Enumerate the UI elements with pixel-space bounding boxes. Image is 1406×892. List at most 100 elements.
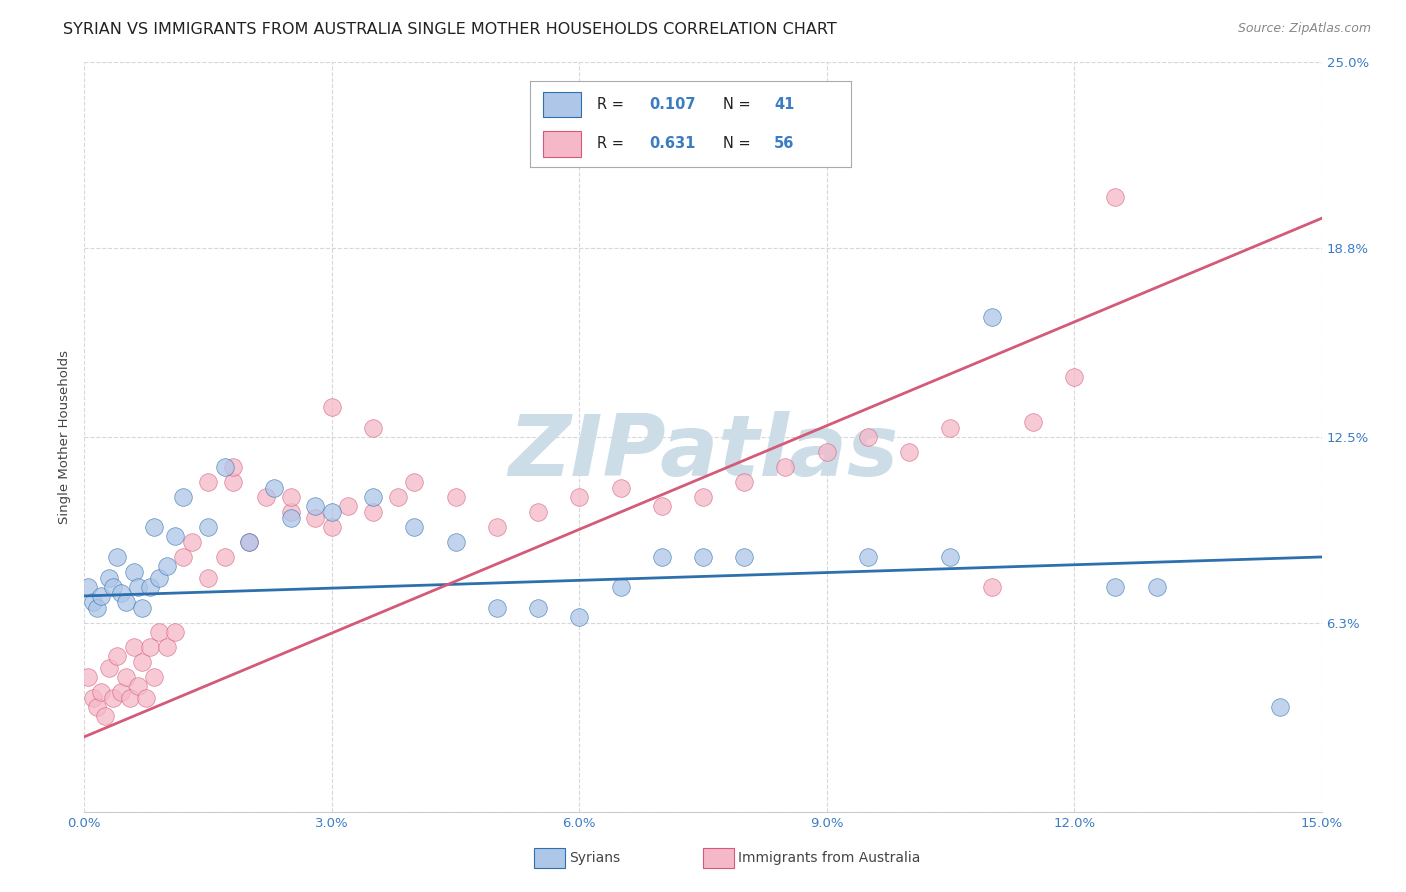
Point	[1104, 580, 1126, 594]
Point	[856, 430, 879, 444]
Point	[110, 586, 132, 600]
Point	[127, 580, 149, 594]
Point	[172, 549, 194, 564]
Point	[568, 490, 591, 504]
Point	[86, 601, 108, 615]
Point	[775, 460, 797, 475]
Point	[103, 690, 125, 705]
Point	[692, 490, 714, 504]
Point	[143, 520, 166, 534]
Point	[122, 565, 145, 579]
Point	[131, 601, 153, 615]
Point	[172, 490, 194, 504]
Point	[139, 640, 162, 654]
Point	[980, 580, 1002, 594]
Point	[238, 535, 260, 549]
Point	[77, 670, 100, 684]
Point	[485, 520, 508, 534]
Point	[1104, 190, 1126, 204]
Point	[568, 610, 591, 624]
Point	[263, 481, 285, 495]
Point	[165, 624, 187, 639]
Point	[733, 549, 755, 564]
Point	[856, 549, 879, 564]
Point	[98, 661, 121, 675]
Point	[156, 558, 179, 573]
Point	[1146, 580, 1168, 594]
Point	[148, 571, 170, 585]
Point	[122, 640, 145, 654]
Text: Syrians: Syrians	[569, 851, 620, 865]
Point	[609, 481, 631, 495]
Point	[387, 490, 409, 504]
Y-axis label: Single Mother Households: Single Mother Households	[58, 350, 72, 524]
Point	[148, 624, 170, 639]
Point	[238, 535, 260, 549]
Point	[156, 640, 179, 654]
Point	[214, 460, 236, 475]
Point	[131, 655, 153, 669]
Point	[90, 589, 112, 603]
Point	[444, 490, 467, 504]
Point	[114, 670, 136, 684]
Point	[214, 549, 236, 564]
Point	[939, 421, 962, 435]
Point	[114, 595, 136, 609]
Point	[361, 505, 384, 519]
Point	[321, 400, 343, 414]
Point	[139, 580, 162, 594]
Point	[143, 670, 166, 684]
Point	[280, 490, 302, 504]
Point	[939, 549, 962, 564]
Point	[321, 520, 343, 534]
Point	[404, 520, 426, 534]
Point	[280, 511, 302, 525]
Text: Immigrants from Australia: Immigrants from Australia	[738, 851, 921, 865]
Point	[361, 421, 384, 435]
Point	[361, 490, 384, 504]
Point	[898, 445, 921, 459]
Point	[815, 445, 838, 459]
Point	[165, 529, 187, 543]
Point	[105, 549, 128, 564]
Point	[180, 535, 202, 549]
Point	[1270, 699, 1292, 714]
Point	[404, 475, 426, 489]
Point	[337, 499, 360, 513]
Point	[94, 708, 117, 723]
Text: Source: ZipAtlas.com: Source: ZipAtlas.com	[1237, 22, 1371, 36]
Point	[527, 505, 550, 519]
Point	[651, 499, 673, 513]
Point	[90, 685, 112, 699]
Text: ZIPatlas: ZIPatlas	[508, 410, 898, 493]
Point	[527, 601, 550, 615]
Point	[103, 580, 125, 594]
Point	[692, 549, 714, 564]
Point	[135, 690, 157, 705]
Point	[222, 460, 245, 475]
Point	[1063, 370, 1085, 384]
Point	[609, 580, 631, 594]
Point	[1022, 415, 1045, 429]
Point	[110, 685, 132, 699]
Point	[304, 499, 326, 513]
Point	[733, 475, 755, 489]
Point	[197, 475, 219, 489]
Point	[86, 699, 108, 714]
Point	[82, 595, 104, 609]
Point	[444, 535, 467, 549]
Point	[980, 310, 1002, 325]
Point	[118, 690, 141, 705]
Point	[82, 690, 104, 705]
Point	[222, 475, 245, 489]
Point	[105, 648, 128, 663]
Point	[77, 580, 100, 594]
Point	[485, 601, 508, 615]
Point	[304, 511, 326, 525]
Point	[280, 505, 302, 519]
Point	[197, 571, 219, 585]
Point	[197, 520, 219, 534]
Point	[127, 679, 149, 693]
Point	[651, 549, 673, 564]
Point	[254, 490, 277, 504]
